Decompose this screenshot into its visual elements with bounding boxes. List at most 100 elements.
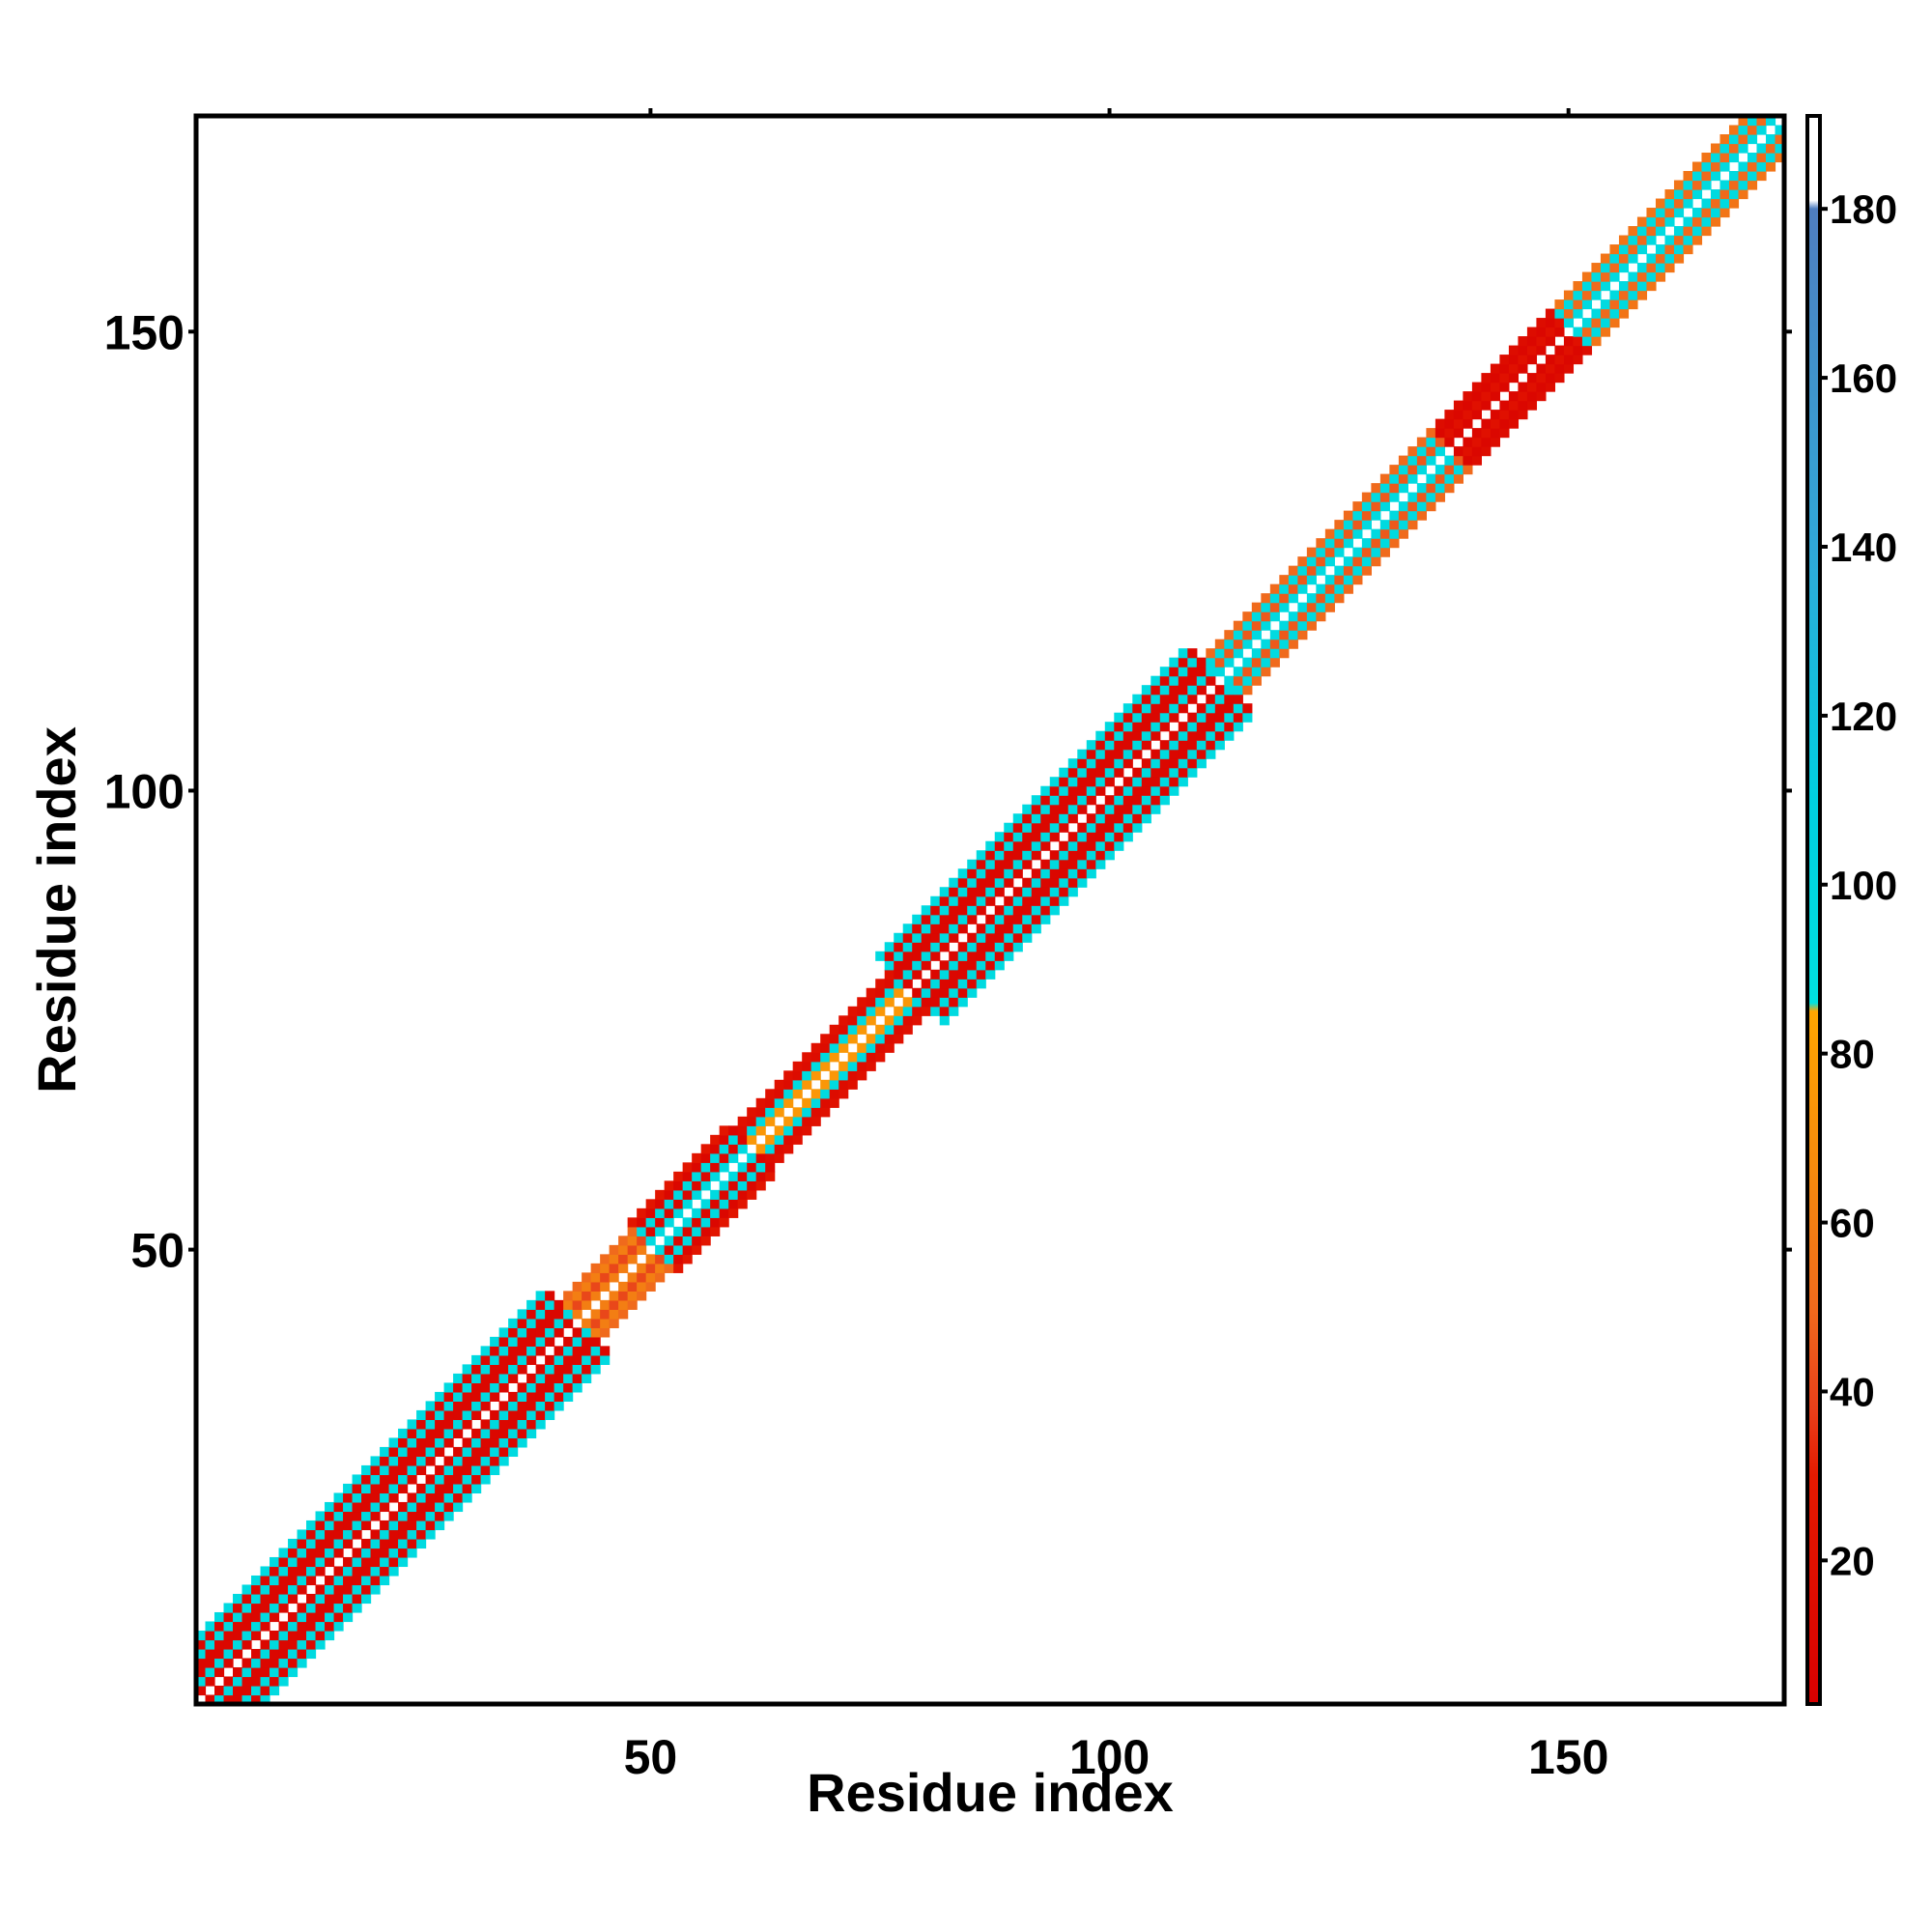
heatmap-cell (664, 1180, 674, 1191)
heatmap-cell (783, 1097, 794, 1108)
heatmap-cell (563, 1336, 574, 1347)
heatmap-cell (425, 1419, 436, 1430)
heatmap-cell (1040, 804, 1051, 814)
heatmap-cell (1251, 602, 1262, 612)
heatmap-cell (1691, 208, 1703, 218)
heatmap-cell (325, 1593, 335, 1605)
heatmap-cell (325, 1575, 335, 1586)
heatmap-cell (1655, 244, 1666, 255)
heatmap-cell (747, 1116, 757, 1126)
heatmap-cell (600, 1346, 611, 1356)
heatmap-cell (380, 1483, 390, 1494)
heatmap-cell (545, 1354, 555, 1365)
heatmap-cell (847, 1006, 858, 1016)
heatmap-cell (894, 1006, 904, 1016)
heatmap-cell (1114, 804, 1124, 814)
heatmap-cell (425, 1409, 436, 1421)
heatmap-cell (994, 942, 1005, 952)
heatmap-cell (710, 1208, 721, 1218)
heatmap-cell (1481, 446, 1492, 457)
heatmap-cell (1040, 785, 1051, 796)
heatmap-cell (288, 1630, 298, 1641)
heatmap-cell (728, 1125, 739, 1136)
heatmap-cell (517, 1318, 527, 1328)
heatmap-cell (921, 914, 931, 924)
heatmap-cell (1104, 813, 1115, 824)
heatmap-cell (278, 1639, 289, 1650)
heatmap-cell (1122, 703, 1133, 714)
heatmap-cell (416, 1511, 427, 1521)
heatmap-cell (1067, 832, 1078, 842)
heatmap-cell (490, 1428, 500, 1439)
heatmap-cell (1004, 942, 1014, 952)
heatmap-cell (563, 1318, 574, 1328)
heatmap-cell (1151, 703, 1161, 714)
heatmap-cell (1518, 382, 1528, 392)
heatmap-cell (407, 1446, 417, 1458)
heatmap-cell (223, 1639, 234, 1650)
heatmap-cell (1086, 868, 1096, 879)
heatmap-cell (490, 1437, 500, 1448)
heatmap-cell (792, 1125, 803, 1136)
heatmap-cell (1591, 271, 1602, 282)
heatmap-cell (1747, 171, 1758, 182)
heatmap-cell (1416, 501, 1427, 512)
heatmap-cell (1416, 483, 1427, 494)
heatmap-cell (1059, 813, 1069, 824)
heatmap-cell (453, 1456, 464, 1466)
heatmap-cell (912, 951, 923, 961)
heatmap-cell (1012, 813, 1023, 824)
heatmap-cell (645, 1217, 656, 1228)
heatmap-cell (1233, 620, 1243, 631)
heatmap-cell (288, 1538, 298, 1549)
heatmap-cell (1719, 134, 1730, 145)
heatmap-cell (398, 1538, 409, 1549)
heatmap-cell (416, 1428, 427, 1439)
heatmap-cell (783, 1116, 794, 1126)
heatmap-cell (1343, 520, 1353, 530)
heatmap-cell (1132, 767, 1143, 778)
heatmap-cell (242, 1630, 252, 1641)
heatmap-cell (251, 1676, 262, 1687)
heatmap-cell (637, 1281, 647, 1292)
heatmap-cell (1297, 620, 1308, 631)
heatmap-cell (884, 1024, 895, 1035)
heatmap-cell (1518, 410, 1528, 420)
heatmap-cell (976, 895, 986, 906)
heatmap-cell (435, 1409, 445, 1421)
heatmap-cell (205, 1648, 215, 1660)
heatmap-cell (398, 1501, 409, 1513)
heatmap-cell (1269, 657, 1280, 668)
heatmap-cell (838, 1042, 849, 1053)
heatmap-cell (894, 1024, 904, 1035)
heatmap-cell (223, 1621, 234, 1632)
heatmap-cell (370, 1566, 381, 1577)
heatmap-cell (1343, 538, 1353, 549)
heatmap-cell (847, 1015, 858, 1026)
heatmap-cell (939, 942, 950, 952)
heatmap-cell (1004, 832, 1014, 842)
heatmap-cell (398, 1428, 409, 1439)
heatmap-cell (1379, 501, 1390, 512)
heatmap-cell (1031, 923, 1041, 934)
heatmap-cell (1673, 253, 1685, 264)
heatmap-cell (1012, 905, 1023, 916)
heatmap-cell (508, 1346, 519, 1356)
heatmap-cell (1141, 712, 1151, 723)
heatmap-cell (618, 1281, 629, 1292)
heatmap-cell (719, 1180, 729, 1191)
heatmap-cell (673, 1199, 684, 1209)
heatmap-cell (398, 1548, 409, 1558)
heatmap-cell (1701, 153, 1712, 163)
heatmap-cell (545, 1364, 555, 1375)
heatmap-cell (1040, 795, 1051, 806)
heatmap-cell (1618, 290, 1630, 300)
heatmap-cell (1086, 777, 1096, 787)
heatmap-cell (930, 932, 941, 943)
heatmap-cell (1224, 630, 1235, 640)
heatmap-cell (1490, 410, 1501, 420)
heatmap-cell (682, 1217, 693, 1228)
heatmap-cell (710, 1152, 721, 1163)
heatmap-cell (884, 997, 895, 1008)
x-tick-label: 150 (1528, 1730, 1608, 1784)
